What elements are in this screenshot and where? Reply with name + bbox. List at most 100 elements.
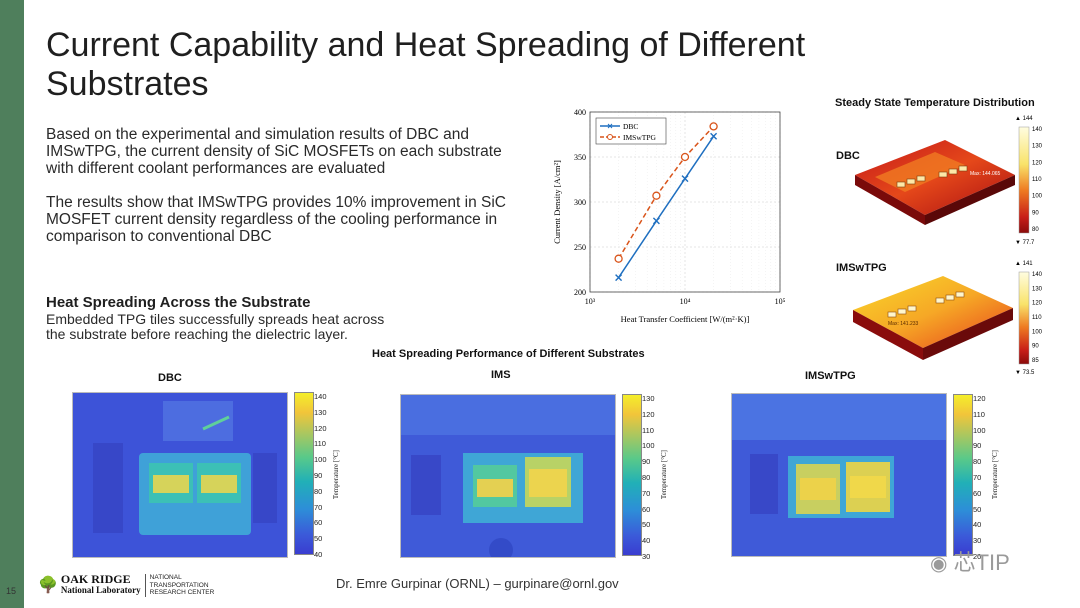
chart-point-imswtpg <box>709 122 718 131</box>
chart-point-dbc <box>615 274 623 282</box>
ir-dbc-colorbar <box>294 392 314 555</box>
colorbar-tick-label: 140 <box>314 392 327 401</box>
logo-right2: TRANSPORTATION <box>149 581 209 589</box>
chart-series-line-dbc <box>617 135 715 279</box>
colorbar-tick-label: 40 <box>642 536 651 546</box>
imswtpg-sim-colorbar: ▲ 141 140 130 120 110 100 90 85 ▼ 73.5 <box>1015 261 1043 376</box>
colorbar-tick-label: 120 <box>973 394 986 403</box>
chart-legend-marker <box>607 134 613 140</box>
colorbar-tick-label: 80 <box>314 486 323 496</box>
heat-spreading-text: Embedded TPG tiles successfully spreads … <box>46 311 385 342</box>
ir-imswtpg-colorbar-ticks: 120 110 100 90 80 70 60 50 40 30 20 <box>973 390 995 561</box>
chart-x-tick-label: 10³ <box>585 297 596 306</box>
page-number: 15 <box>6 586 17 596</box>
chart-x-tick-label: 10⁵ <box>775 297 786 306</box>
sim-colorbar-tick-label: 85 <box>1032 358 1039 364</box>
chart-legend-label: IMSwTPG <box>623 133 657 142</box>
imswtpg-max-text: Max: 141.233 <box>888 321 919 327</box>
colorbar-tick-label: 120 <box>314 423 327 433</box>
colorbar-tick-label: 40 <box>314 550 323 559</box>
dbc-simulation-image: Max: 144.065 <box>855 140 1015 225</box>
logo-right1: NATIONAL <box>149 574 182 581</box>
colorbar-tick-label: 80 <box>642 473 651 482</box>
steady-state-title: Steady State Temperature Distribution <box>835 97 1035 109</box>
sim-colorbar-tick-label: 90 <box>1032 344 1039 350</box>
ims-sim-min: ▼ 73.5 <box>1015 370 1035 376</box>
colorbar-tick-label: 20 <box>973 552 982 561</box>
colorbar-tick-label: 100 <box>642 441 655 451</box>
side-accent-bar <box>0 0 24 608</box>
sim-colorbar-tick-label: 130 <box>1032 144 1043 150</box>
chart-plot-frame <box>589 111 781 293</box>
colorbar-tick-label: 60 <box>642 504 651 514</box>
chart-y-axis-label: Current Density [A/cm²] <box>552 160 562 244</box>
colorbar-tick-label: 50 <box>642 520 651 530</box>
dbc-sim-colorbar: ▲ 144 140 130 120 110 100 90 80 ▼ 77.7 <box>1015 116 1043 246</box>
chart-point-dbc <box>710 132 718 140</box>
colorbar-tick-label: 30 <box>642 552 651 561</box>
colorbar-tick-label: 70 <box>642 488 651 498</box>
chart-legend: DBC IMSwTPG <box>595 117 667 145</box>
chart-series <box>614 122 718 282</box>
colorbar-tick-label: 130 <box>314 407 327 417</box>
colorbar-tick-label: 70 <box>314 502 323 512</box>
sim-colorbar-tick-label: 80 <box>1032 227 1039 233</box>
ir-ims-colorbar <box>622 394 642 556</box>
chart-y-tick-label: 200 <box>574 288 586 297</box>
ir-dbc-colorbar-ticks: 140 130 120 110 100 90 80 70 60 50 40 <box>314 388 336 559</box>
result-paragraph: The results show that IMSwTPG provides 1… <box>46 194 507 245</box>
sim-colorbar-tick-label: 110 <box>1032 177 1042 183</box>
ims-sim-max: ▲ 141 <box>1015 261 1033 267</box>
chart-x-axis-label: Heat Transfer Coefficient [W/(m²·K)] <box>621 314 750 324</box>
ir-imswtpg-colorbar-title: Temperature [°C] <box>991 450 999 500</box>
sim-colorbar-tick-label: 90 <box>1032 210 1039 216</box>
colorbar-tick-label: 90 <box>314 471 323 480</box>
chart-series-line-imswtpg <box>617 125 715 260</box>
ir-dbc-colorbar-title: Temperature [°C] <box>332 450 340 500</box>
sim-colorbar-tick-label: 140 <box>1032 127 1043 133</box>
oak-tree-icon: 🌳 <box>38 577 58 595</box>
colorbar-tick-label: 80 <box>973 457 982 467</box>
sim-colorbar-tick-label: 100 <box>1032 329 1043 335</box>
colorbar-tick-label: 70 <box>973 473 982 482</box>
footer-author: Dr. Emre Gurpinar (ORNL) – gurpinare@orn… <box>336 576 619 591</box>
sim-dbc-label: DBC <box>836 150 860 162</box>
colorbar-tick-label: 60 <box>973 488 982 498</box>
colorbar-tick-label: 50 <box>973 504 982 514</box>
ir-image-imswtpg <box>731 393 947 557</box>
dbc-max-text: Max: 144.065 <box>970 171 1001 177</box>
logo-line1: OAK RIDGE <box>60 572 131 587</box>
heat-spreading-heading: Heat Spreading Across the Substrate <box>46 294 311 311</box>
chart-point-imswtpg <box>614 254 623 263</box>
chart-y-tick-label: 300 <box>574 198 586 207</box>
chart-legend-marker <box>607 123 613 129</box>
colorbar-tick-label: 100 <box>973 425 986 435</box>
sim-colorbar-tick-label: 120 <box>1032 160 1043 166</box>
colorbar-tick-label: 60 <box>314 518 323 528</box>
colorbar-tick-label: 30 <box>973 536 982 546</box>
ir-ims-colorbar-ticks: 130 120 110 100 90 80 70 60 50 40 30 <box>642 390 664 561</box>
slide-title: Current Capability and Heat Spreading of… <box>46 26 806 103</box>
logo-line2: National Laboratory <box>60 585 141 596</box>
ir-dbc-label: DBC <box>158 372 182 384</box>
colorbar-tick-label: 110 <box>973 409 985 419</box>
sim-imswtpg-label: IMSwTPG <box>836 262 887 274</box>
ir-imswtpg-colorbar <box>953 394 973 556</box>
intro-paragraph: Based on the experimental and simulation… <box>46 126 502 177</box>
ir-image-ims <box>400 394 616 558</box>
chart-legend-box <box>595 117 667 145</box>
heat-section-title: Heat Spreading Performance of Different … <box>372 348 645 360</box>
chart-y-tick-label: 400 <box>574 108 586 117</box>
wechat-icon: ◉ <box>930 553 948 575</box>
dbc-sim-max: ▲ 144 <box>1015 116 1033 122</box>
chart-point-dbc <box>652 217 660 225</box>
sim-colorbar-tick-label: 110 <box>1032 315 1042 321</box>
sim-colorbar-tick-label: 120 <box>1032 301 1043 307</box>
chart-y-tick-label: 350 <box>574 153 586 162</box>
chart-point-dbc <box>681 175 689 183</box>
imswtpg-simulation-image: Max: 141.233 <box>853 276 1013 360</box>
colorbar-tick-label: 110 <box>314 439 326 449</box>
ir-ims-colorbar-title: Temperature [°C] <box>660 450 668 500</box>
chart-x-tick-label: 10⁴ <box>680 297 691 306</box>
chart-ticks: 200 250 300 350 400 10³ 10⁴ 10⁵ <box>574 108 786 306</box>
